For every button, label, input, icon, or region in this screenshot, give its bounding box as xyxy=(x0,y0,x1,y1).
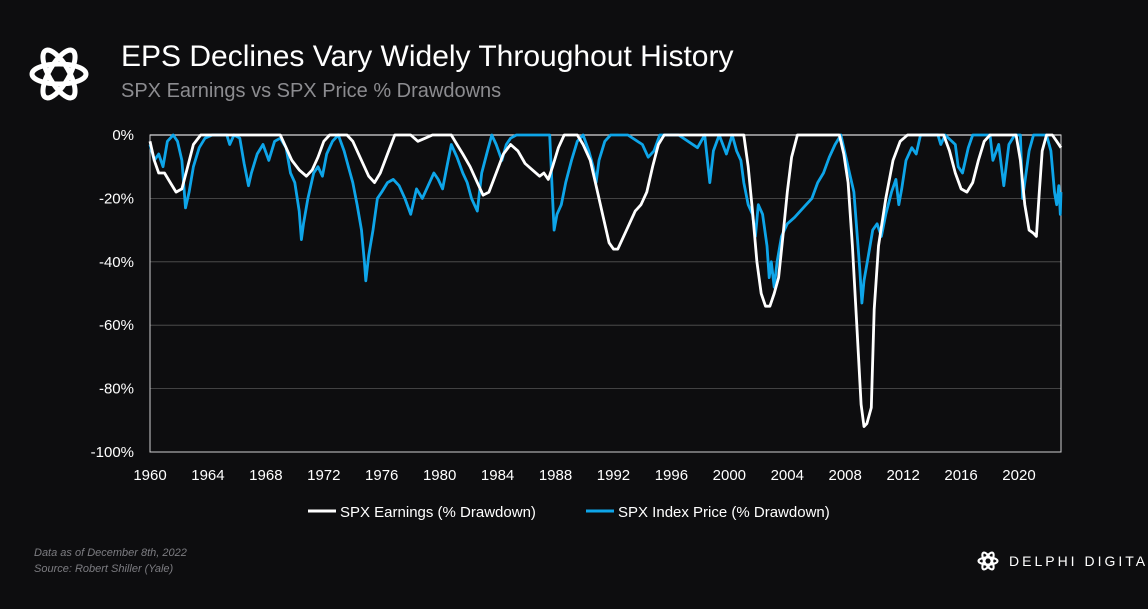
series-line-earnings xyxy=(148,133,1063,428)
x-tick-label: 1996 xyxy=(655,467,688,484)
x-tick-label: 2016 xyxy=(944,467,977,484)
y-tick-label: -20% xyxy=(99,190,134,207)
legend-label: SPX Index Price (% Drawdown) xyxy=(618,504,830,521)
y-tick-label: -80% xyxy=(99,381,134,398)
y-tick-label: -40% xyxy=(99,254,134,271)
y-tick-label: 0% xyxy=(112,127,134,144)
x-tick-label: 1988 xyxy=(539,467,572,484)
plot-frame xyxy=(149,134,1062,453)
footer-date: Data as of December 8th, 2022 xyxy=(34,547,187,559)
x-tick-label: 2000 xyxy=(713,467,746,484)
brand-logo-icon xyxy=(977,551,999,571)
x-tick-label: 1960 xyxy=(133,467,166,484)
chart-subtitle: SPX Earnings vs SPX Price % Drawdowns xyxy=(121,80,502,102)
series-line-price xyxy=(148,133,1063,305)
x-tick-label: 1992 xyxy=(597,467,630,484)
x-tick-label: 2008 xyxy=(829,467,862,484)
chart-title: EPS Declines Vary Widely Throughout Hist… xyxy=(121,40,734,73)
footer-source: Source: Robert Shiller (Yale) xyxy=(34,563,174,575)
x-tick-label: 1968 xyxy=(249,467,282,484)
x-axis-ticks: 1960 1964 1968 1972 1976 1980 1984 1988 1992 1996… xyxy=(133,467,1035,484)
x-tick-label: 1964 xyxy=(191,467,224,484)
x-tick-label: 1976 xyxy=(365,467,398,484)
y-tick-label: -100% xyxy=(91,444,134,461)
brand-mark: DELPHI DIGITAL xyxy=(975,545,1148,577)
footer-notes: Data as of December 8th, 2022 Source: Ro… xyxy=(34,545,187,577)
brand-name: DELPHI DIGITAL xyxy=(1009,553,1148,569)
grid-lines xyxy=(149,134,1062,453)
x-tick-label: 2004 xyxy=(771,467,804,484)
legend: SPX Earnings (% Drawdown) SPX Index Price… xyxy=(308,504,830,521)
x-tick-label: 1984 xyxy=(481,467,514,484)
x-tick-label: 1980 xyxy=(423,467,456,484)
y-tick-label: -60% xyxy=(99,317,134,334)
x-tick-label: 2012 xyxy=(886,467,919,484)
delphi-logo-icon xyxy=(29,47,89,101)
x-tick-label: 2020 xyxy=(1002,467,1035,484)
series-lines xyxy=(148,133,1063,428)
legend-label: SPX Earnings (% Drawdown) xyxy=(340,504,536,521)
x-tick-label: 1972 xyxy=(307,467,340,484)
y-axis-ticks: 0% -20% -40% -60% -80% -100% xyxy=(91,127,134,461)
